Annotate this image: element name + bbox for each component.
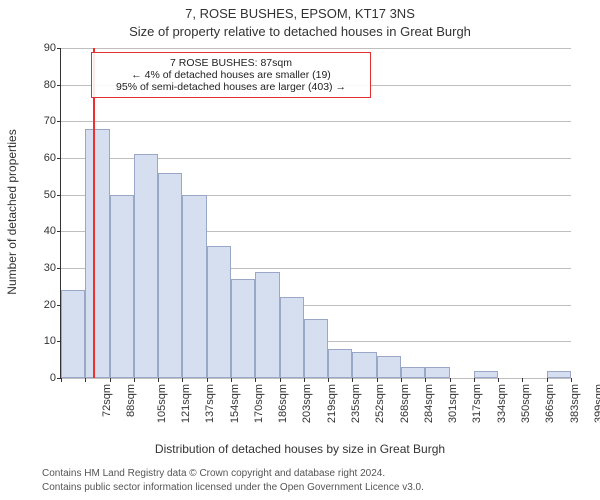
x-tick-label: 301sqm <box>447 384 459 423</box>
x-tick-label: 366sqm <box>544 384 556 423</box>
y-tick-label: 20 <box>2 299 56 311</box>
y-tick-label: 80 <box>2 79 56 91</box>
x-tick-label: 235sqm <box>350 384 362 423</box>
annotation-line: 95% of semi-detached houses are larger (… <box>96 81 366 93</box>
x-tick-label: 88sqm <box>125 384 137 417</box>
x-tick-label: 268sqm <box>399 384 411 423</box>
histogram-bar <box>474 371 498 378</box>
x-tick-label: 186sqm <box>277 384 289 423</box>
histogram-bar <box>377 356 401 378</box>
histogram-bar <box>110 195 134 378</box>
histogram-bar <box>231 279 255 378</box>
y-tick-label: 70 <box>2 115 56 127</box>
footer-line-2: Contains public sector information licen… <box>42 482 424 493</box>
y-tick-label: 60 <box>2 152 56 164</box>
x-tick-label: 170sqm <box>253 384 265 423</box>
y-tick-label: 40 <box>2 225 56 237</box>
grid-line <box>61 48 571 49</box>
x-tick-label: 154sqm <box>229 384 241 423</box>
chart-container: 7, ROSE BUSHES, EPSOM, KT17 3NS Size of … <box>0 0 600 500</box>
x-tick-label: 121sqm <box>180 384 192 423</box>
histogram-bar <box>182 195 206 378</box>
y-tick-label: 0 <box>2 372 56 384</box>
y-tick-label: 30 <box>2 262 56 274</box>
x-tick-label: 105sqm <box>156 384 168 423</box>
histogram-bar <box>425 367 449 378</box>
histogram-bar <box>255 272 279 378</box>
annotation-line: ← 4% of detached houses are smaller (19) <box>96 69 366 81</box>
x-tick-label: 252sqm <box>374 384 386 423</box>
x-tick-label: 383sqm <box>569 384 581 423</box>
x-tick-label: 334sqm <box>496 384 508 423</box>
y-tick-label: 90 <box>2 42 56 54</box>
x-ticks: 72sqm 88sqm 105sqm 121sqm 137sqm 154sqm 170sqm… <box>60 378 570 438</box>
x-tick-label: 137sqm <box>204 384 216 423</box>
x-tick-label: 399sqm <box>593 384 600 423</box>
histogram-bar <box>547 371 571 378</box>
annotation-line: 7 ROSE BUSHES: 87sqm <box>96 57 366 69</box>
histogram-bar <box>401 367 425 378</box>
histogram-bar <box>280 297 304 378</box>
annotation-box: 7 ROSE BUSHES: 87sqm← 4% of detached hou… <box>91 52 371 98</box>
histogram-bar <box>352 352 376 378</box>
x-axis-label: Distribution of detached houses by size … <box>0 442 600 456</box>
histogram-bar <box>134 154 158 378</box>
footer-line-1: Contains HM Land Registry data © Crown c… <box>42 468 385 479</box>
grid-line <box>61 121 571 122</box>
x-tick-label: 203sqm <box>302 384 314 423</box>
y-ticks: 0102030405060708090 <box>0 48 60 378</box>
x-tick-label: 350sqm <box>520 384 532 423</box>
x-tick-label: 317sqm <box>472 384 484 423</box>
x-tick-label: 284sqm <box>423 384 435 423</box>
histogram-bar <box>207 246 231 378</box>
y-tick-label: 10 <box>2 335 56 347</box>
histogram-bar <box>328 349 352 378</box>
title-secondary: Size of property relative to detached ho… <box>0 24 600 39</box>
histogram-bar <box>304 319 328 378</box>
plot-area: 7 ROSE BUSHES: 87sqm← 4% of detached hou… <box>60 48 571 379</box>
title-primary: 7, ROSE BUSHES, EPSOM, KT17 3NS <box>0 6 600 21</box>
histogram-bar <box>61 290 85 378</box>
histogram-bar <box>85 129 109 378</box>
x-tick-label: 219sqm <box>326 384 338 423</box>
x-tick-label: 72sqm <box>101 384 113 417</box>
histogram-bar <box>158 173 182 378</box>
y-tick-label: 50 <box>2 189 56 201</box>
